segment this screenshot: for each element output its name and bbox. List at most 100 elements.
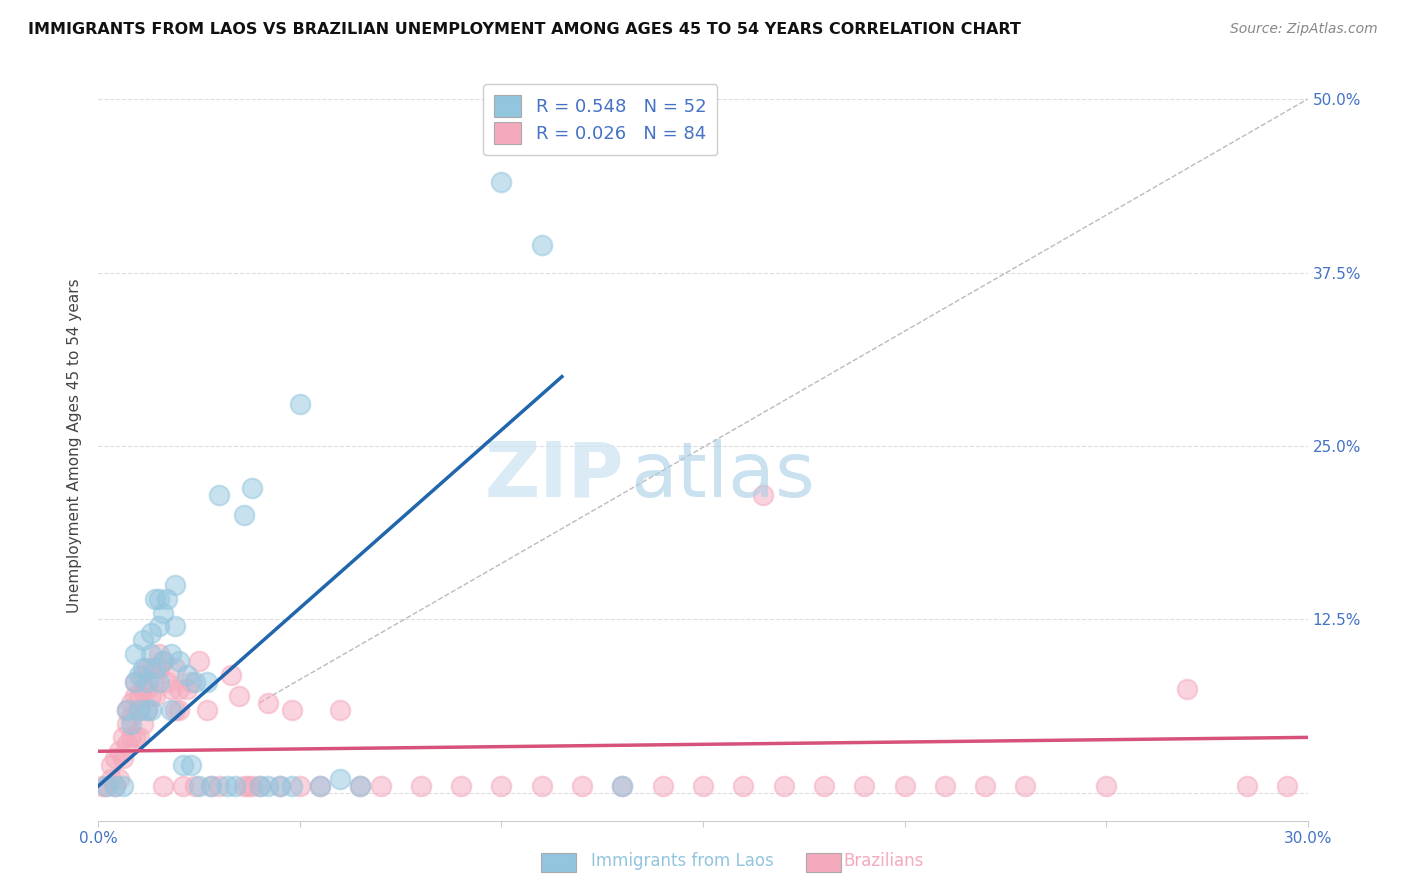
Point xyxy=(172,779,194,793)
Point xyxy=(217,779,239,793)
Point xyxy=(200,779,222,793)
Point xyxy=(813,779,835,793)
Point xyxy=(329,772,352,786)
Point xyxy=(124,674,146,689)
Text: ZIP: ZIP xyxy=(485,439,624,513)
Point xyxy=(612,779,634,793)
Point xyxy=(1175,681,1198,696)
Point xyxy=(103,779,125,793)
Point xyxy=(135,703,157,717)
Point xyxy=(163,703,186,717)
Point xyxy=(163,619,186,633)
Point xyxy=(1277,779,1299,793)
Point xyxy=(180,674,202,689)
Point xyxy=(120,716,142,731)
Point xyxy=(172,758,194,772)
Point xyxy=(249,779,271,793)
Point xyxy=(139,689,162,703)
Point xyxy=(309,779,332,793)
Point xyxy=(612,779,634,793)
Point xyxy=(530,779,553,793)
Point xyxy=(167,703,190,717)
Point xyxy=(132,633,155,648)
Point xyxy=(228,689,250,703)
Point xyxy=(128,731,150,745)
Point xyxy=(195,674,218,689)
Point xyxy=(893,779,915,793)
Point xyxy=(120,731,142,745)
Point xyxy=(772,779,794,793)
Point xyxy=(143,661,166,675)
Point xyxy=(148,619,170,633)
Point xyxy=(281,703,304,717)
Point xyxy=(107,772,129,786)
Point xyxy=(571,779,593,793)
Point xyxy=(288,397,311,411)
Point xyxy=(208,487,231,501)
Point xyxy=(450,779,472,793)
Point xyxy=(139,626,162,640)
Point xyxy=(208,779,231,793)
Point xyxy=(152,779,174,793)
Point xyxy=(128,668,150,682)
Text: atlas: atlas xyxy=(630,439,815,513)
Point xyxy=(100,772,122,786)
Point xyxy=(160,703,183,717)
Point xyxy=(124,647,146,661)
Point xyxy=(349,779,371,793)
Point xyxy=(143,668,166,682)
Point xyxy=(288,779,311,793)
Point xyxy=(249,779,271,793)
Y-axis label: Unemployment Among Ages 45 to 54 years: Unemployment Among Ages 45 to 54 years xyxy=(67,278,83,614)
Point xyxy=(124,674,146,689)
Point xyxy=(167,654,190,668)
Point xyxy=(309,779,332,793)
Text: Brazilians: Brazilians xyxy=(844,852,924,870)
Point xyxy=(143,689,166,703)
Point xyxy=(148,661,170,675)
Text: IMMIGRANTS FROM LAOS VS BRAZILIAN UNEMPLOYMENT AMONG AGES 45 TO 54 YEARS CORRELA: IMMIGRANTS FROM LAOS VS BRAZILIAN UNEMPL… xyxy=(28,22,1021,37)
Point xyxy=(115,716,138,731)
Point xyxy=(152,606,174,620)
Point xyxy=(163,661,186,675)
Point xyxy=(195,703,218,717)
Point xyxy=(163,578,186,592)
Point xyxy=(115,703,138,717)
Point xyxy=(269,779,291,793)
Point xyxy=(120,709,142,723)
Point xyxy=(139,661,162,675)
Point xyxy=(128,689,150,703)
Point xyxy=(733,779,755,793)
Point xyxy=(132,661,155,675)
Point xyxy=(269,779,291,793)
Point xyxy=(132,668,155,682)
Point xyxy=(120,696,142,710)
Point xyxy=(692,779,714,793)
Point xyxy=(200,779,222,793)
Legend: R = 0.548   N = 52, R = 0.026   N = 84: R = 0.548 N = 52, R = 0.026 N = 84 xyxy=(484,84,717,155)
Point xyxy=(240,481,263,495)
Point xyxy=(240,779,263,793)
Point xyxy=(752,487,775,501)
Point xyxy=(143,591,166,606)
Point xyxy=(180,758,202,772)
Point xyxy=(152,654,174,668)
Point xyxy=(974,779,997,793)
Point xyxy=(188,654,211,668)
Point xyxy=(111,731,134,745)
Point xyxy=(853,779,876,793)
Point xyxy=(491,175,513,189)
Point xyxy=(103,779,125,793)
Point xyxy=(148,647,170,661)
Point xyxy=(128,703,150,717)
Text: Source: ZipAtlas.com: Source: ZipAtlas.com xyxy=(1230,22,1378,37)
Point xyxy=(160,681,183,696)
Point xyxy=(96,779,118,793)
Point xyxy=(232,779,254,793)
Point xyxy=(156,674,179,689)
Point xyxy=(349,779,371,793)
Point xyxy=(139,703,162,717)
Point xyxy=(124,731,146,745)
Point xyxy=(184,674,207,689)
Point xyxy=(148,674,170,689)
